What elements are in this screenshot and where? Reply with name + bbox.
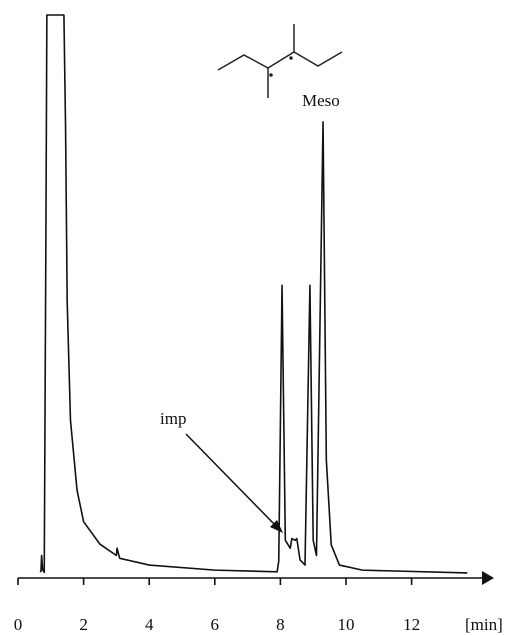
axis-arrow — [482, 571, 494, 585]
molecule-structure — [217, 24, 343, 98]
x-tick-label: 10 — [338, 615, 355, 634]
x-tick-label: 12 — [403, 615, 420, 634]
annotation-arrow — [185, 433, 277, 527]
x-tick-label: 2 — [79, 615, 88, 634]
x-tick-label: 8 — [276, 615, 285, 634]
annotation-arrowhead — [270, 520, 283, 533]
annotation: imp — [160, 409, 186, 428]
x-tick-label: 6 — [211, 615, 220, 634]
x-tick-label: 0 — [14, 615, 23, 634]
chromatogram-trace — [39, 14, 468, 574]
x-tick-label: 4 — [145, 615, 154, 634]
x-axis-label: [min] — [465, 615, 503, 634]
annotation: Meso — [302, 91, 340, 110]
